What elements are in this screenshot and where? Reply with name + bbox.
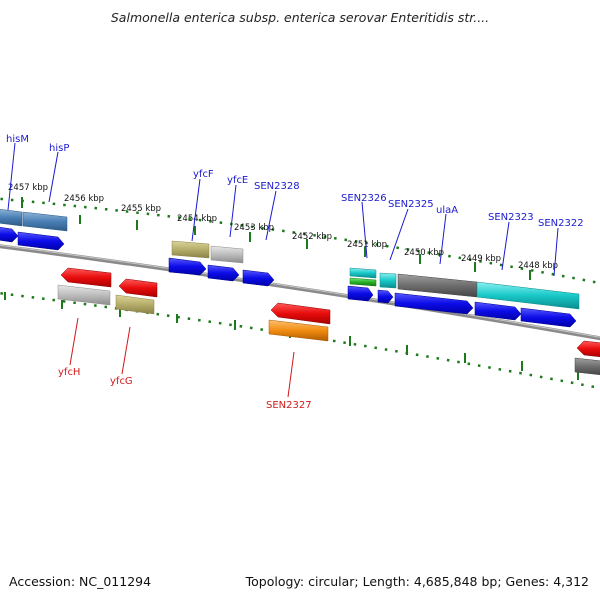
forward-cds-row	[0, 227, 577, 328]
map-title: Salmonella enterica subsp. enterica sero…	[111, 10, 489, 25]
gene-label[interactable]: yfcH	[58, 367, 80, 378]
bottom-leader-lines	[69, 317, 295, 398]
feature-bar[interactable]	[476, 281, 580, 310]
tick-label: 2455 kbp	[121, 204, 161, 214]
genome-backbone-highlight	[0, 244, 600, 338]
feature-bar[interactable]	[268, 319, 329, 342]
tick-label: 2451 kbp	[347, 240, 387, 250]
gene-label[interactable]: hisM	[6, 134, 29, 145]
cds-arrow-reverse[interactable]	[60, 267, 112, 288]
gene-label[interactable]: SEN2322	[538, 218, 584, 229]
cds-arrow-forward[interactable]	[394, 292, 474, 315]
gene-label[interactable]: yfcE	[227, 175, 248, 186]
accession-label: Accession: NC_011294	[9, 574, 151, 589]
gene-label[interactable]: SEN2327	[266, 400, 312, 411]
tick-label: 2457 kbp	[8, 183, 48, 193]
cds-arrow-forward[interactable]	[207, 264, 240, 282]
gene-label[interactable]: SEN2328	[254, 181, 300, 192]
upper-ruler	[0, 197, 600, 285]
cds-arrow-forward[interactable]	[377, 289, 394, 304]
feature-bar[interactable]	[57, 284, 111, 306]
gene-label[interactable]: SEN2325	[388, 199, 434, 210]
cds-arrow-forward[interactable]	[474, 301, 522, 321]
cds-arrow-reverse[interactable]	[118, 278, 158, 298]
gene-label[interactable]: yfcF	[193, 169, 214, 180]
feature-bar[interactable]	[210, 245, 244, 264]
upper-feature-row	[0, 208, 580, 310]
feature-bar[interactable]	[574, 357, 600, 376]
cds-arrow-forward[interactable]	[168, 257, 207, 276]
gene-label[interactable]: SEN2326	[341, 193, 387, 204]
tick-label: 2456 kbp	[64, 194, 104, 204]
cds-arrow-reverse[interactable]	[576, 340, 600, 358]
feature-bar[interactable]	[171, 240, 210, 259]
cds-arrow-forward[interactable]	[242, 269, 275, 287]
gene-label[interactable]: yfcG	[110, 376, 133, 387]
reverse-cds-row	[60, 267, 600, 358]
genome-summary: Topology: circular; Length: 4,685,848 bp…	[245, 574, 589, 589]
feature-bar[interactable]	[379, 272, 397, 289]
tick-label: 2454 kbp	[177, 214, 217, 224]
tick-label: 2450 kbp	[404, 248, 444, 258]
feature-bar[interactable]	[115, 294, 155, 315]
feature-bar[interactable]	[349, 267, 377, 279]
cds-arrow-forward[interactable]	[0, 227, 19, 243]
feature-bar[interactable]	[397, 273, 478, 298]
lower-feature-row	[57, 284, 600, 376]
tick-label: 2448 kbp	[518, 261, 558, 271]
genome-backbone	[0, 244, 600, 341]
gene-label[interactable]: ulaA	[436, 205, 458, 216]
cds-arrow-forward[interactable]	[520, 307, 577, 328]
top-leader-lines	[7, 142, 559, 277]
tick-label: 2452 kbp	[292, 232, 332, 242]
gene-label[interactable]: SEN2323	[488, 212, 534, 223]
feature-bar[interactable]	[22, 211, 68, 232]
feature-bar[interactable]	[0, 208, 23, 227]
gene-label[interactable]: hisP	[49, 143, 69, 154]
cds-arrow-forward[interactable]	[17, 231, 65, 251]
tick-label: 2453 kbp	[234, 223, 274, 233]
cds-arrow-forward[interactable]	[347, 285, 374, 302]
cds-arrow-reverse[interactable]	[270, 302, 331, 325]
feature-bar[interactable]	[349, 277, 377, 287]
tick-label: 2449 kbp	[461, 254, 501, 264]
